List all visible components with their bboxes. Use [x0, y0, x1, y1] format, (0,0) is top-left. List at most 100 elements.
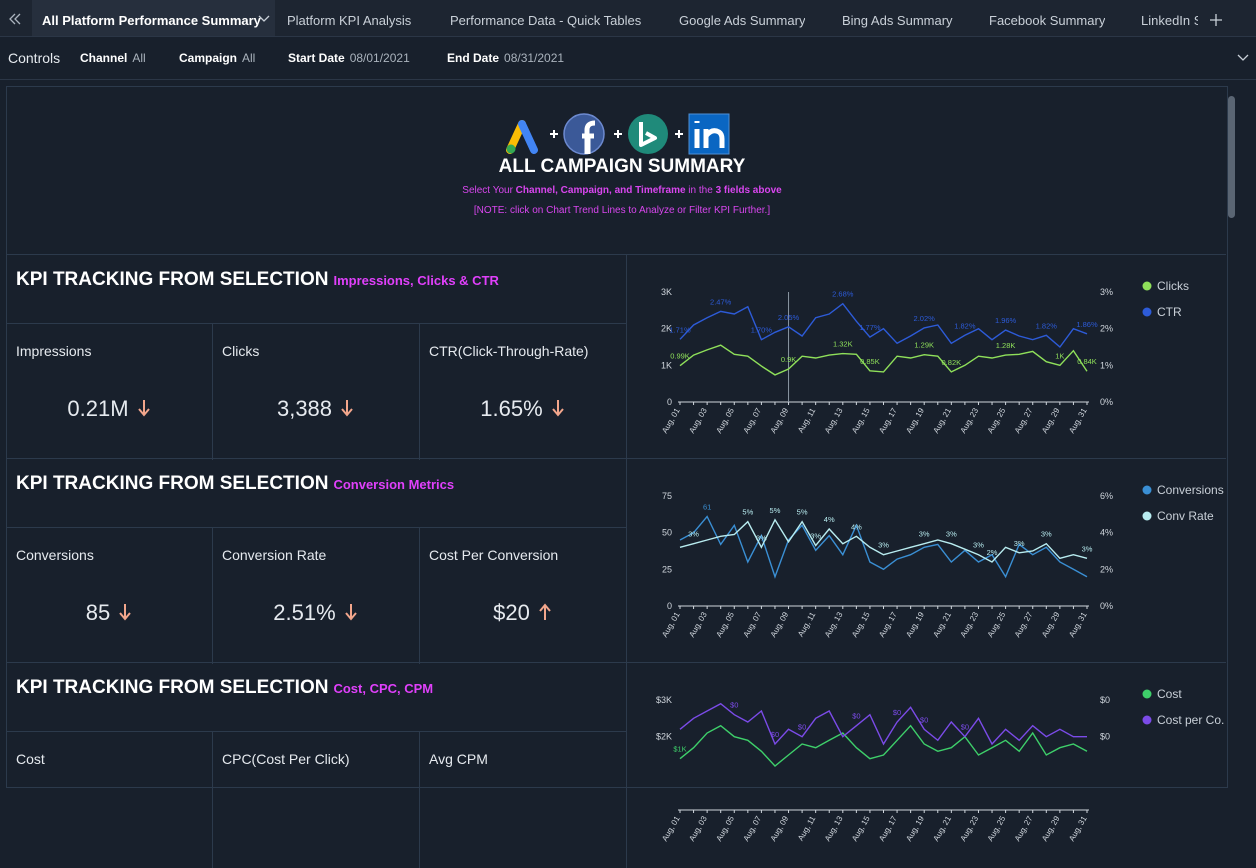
tab[interactable]: Performance Data - Quick Tables [450, 13, 642, 28]
x-tick-label: Aug, 25 [986, 406, 1008, 435]
trend-arrow [137, 400, 150, 417]
data-label: 4% [851, 522, 862, 531]
x-tick-label: Aug, 11 [796, 814, 818, 842]
x-tick-label: Aug, 25 [986, 610, 1008, 639]
y-tick-label: 3K [661, 287, 672, 297]
data-label: 0.99K [670, 352, 690, 361]
section-title: KPI TRACKING FROM SELECTION Conversion Me… [16, 473, 454, 495]
tab[interactable]: LinkedIn S [1141, 13, 1198, 28]
y-tick-label: 1% [1100, 360, 1113, 370]
data-label: 61 [703, 503, 711, 512]
x-tick-label: Aug, 21 [931, 610, 953, 639]
data-label: 3% [810, 532, 821, 541]
kpi-panel: KPI TRACKING FROM SELECTION Conversion Me… [6, 459, 627, 664]
metric-label: Avg CPM [429, 751, 488, 767]
x-tick-label: Aug, 05 [714, 814, 736, 843]
metric-value: 2.51% [212, 600, 419, 626]
kpi-section: KPI TRACKING FROM SELECTION Conversion Me… [6, 458, 1226, 664]
x-tick-label: Aug, 17 [877, 610, 899, 639]
y-tick-label: 50 [662, 528, 672, 538]
x-tick-label: Aug, 25 [986, 814, 1008, 843]
data-label: $0 [961, 723, 969, 732]
x-tick-label: Aug, 31 [1067, 814, 1089, 843]
x-tick-label: Aug, 05 [714, 406, 736, 435]
data-label: 3% [973, 541, 984, 550]
x-tick-label: Aug, 29 [1040, 814, 1062, 843]
tab-menu[interactable] [257, 14, 271, 24]
x-tick-label: Aug, 23 [959, 406, 981, 435]
control-label: Start Date [288, 51, 345, 65]
tab[interactable]: All Platform Performance Summary [32, 0, 275, 36]
trend-arrow-shape [344, 604, 357, 621]
x-tick-label: Aug, 17 [877, 814, 899, 843]
data-label: 2.02% [914, 314, 936, 323]
y-tick-label: $2K [656, 732, 672, 742]
data-label: 0.82K [942, 358, 962, 367]
x-tick-label: Aug, 09 [769, 814, 791, 843]
metric-value: 0.21M [6, 396, 212, 422]
x-tick-label: Aug, 31 [1067, 406, 1089, 435]
tab[interactable]: Google Ads Summary [679, 13, 806, 28]
metric: Cost Per Conversion $20 [419, 528, 627, 664]
metric: CTR(Click-Through-Rate) 1.65% [419, 324, 627, 460]
series-line [679, 302, 1088, 349]
x-tick-label: Aug, 21 [931, 814, 953, 843]
trend-arrow-shape [551, 400, 564, 417]
metric-label: Conversion Rate [222, 547, 327, 563]
control[interactable]: Start Date 08/01/2021 [288, 51, 410, 65]
instruction-part: 3 fields above [715, 185, 782, 196]
data-label: 2% [987, 548, 998, 557]
data-label: 3% [878, 541, 889, 550]
metric-value-text: 2.51% [273, 600, 336, 625]
x-tick-label: Aug, 23 [959, 814, 981, 843]
series-line [679, 518, 1088, 563]
tabs-back[interactable] [8, 12, 22, 26]
data-label: 1.96% [995, 316, 1017, 325]
metric-value-text: 1.65% [480, 396, 543, 421]
control-value: All [132, 51, 146, 65]
y-tick-label: 25 [662, 564, 672, 574]
x-tick-label: Aug, 03 [687, 814, 709, 843]
trend-arrow [341, 400, 353, 417]
controls-toggle[interactable] [1236, 53, 1250, 63]
data-label: 3% [1041, 530, 1052, 539]
header-instruction: Select Your Channel, Campaign, and Timef… [0, 185, 1244, 196]
metric-value-text: 0.21M [67, 396, 129, 421]
section-title-text: KPI TRACKING FROM SELECTION [16, 677, 329, 698]
x-tick-label: Aug, 07 [742, 406, 764, 435]
y-tick-label: $0 [1100, 695, 1110, 705]
data-label: 2.05% [778, 313, 800, 322]
metric-row: Impressions 0.21M Clicks 3,388 CTR(Click-Thr… [6, 323, 627, 460]
legend-label: Cost [1157, 687, 1182, 701]
tab[interactable]: Facebook Summary [989, 13, 1106, 28]
control[interactable]: Channel All [80, 51, 146, 65]
x-tick-label: Aug, 13 [823, 814, 845, 843]
control[interactable]: End Date 08/31/2021 [447, 51, 564, 65]
section-title-text: KPI TRACKING FROM SELECTION [16, 269, 329, 290]
x-tick-label: Aug, 27 [1013, 406, 1035, 435]
data-label: 0.84K [1077, 357, 1097, 366]
data-label: 3% [1082, 544, 1093, 553]
scrollbar[interactable] [1228, 96, 1235, 218]
controls-title: Controls [8, 50, 61, 66]
x-tick-label: Aug, 13 [823, 406, 845, 435]
add-tab[interactable] [1209, 13, 1223, 27]
data-label: 1.32K [833, 340, 853, 349]
x-tick-label: Aug, 31 [1067, 610, 1089, 639]
data-label: 4% [824, 515, 835, 524]
metric-value: 3,388 [212, 396, 419, 422]
tab[interactable]: Platform KPI Analysis [287, 13, 412, 28]
control[interactable]: Campaign All [179, 51, 255, 65]
tab[interactable]: Bing Ads Summary [842, 13, 953, 28]
x-tick-label: Aug, 21 [931, 406, 953, 435]
data-label: 3% [1014, 539, 1025, 548]
x-tick-label: Aug, 29 [1040, 406, 1062, 435]
kpi-section: KPI TRACKING FROM SELECTION Cost, CPC, CP… [6, 662, 1226, 868]
data-label: 1.82% [954, 321, 976, 330]
data-label: 3% [919, 530, 930, 539]
data-label: $0 [920, 715, 928, 724]
metric-value-text: $20 [493, 600, 530, 625]
y-tick-label: 0% [1100, 601, 1113, 611]
legend-label: Clicks [1157, 279, 1189, 293]
control-label: Campaign [179, 51, 238, 65]
